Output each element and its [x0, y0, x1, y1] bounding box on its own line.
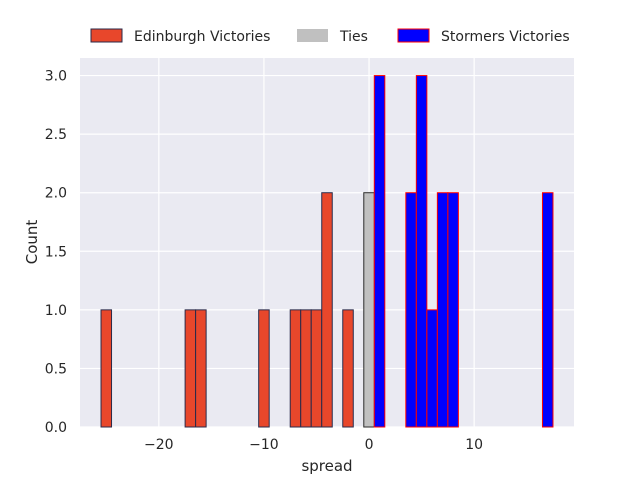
bar-edinburgh-victories — [300, 309, 312, 428]
bar-edinburgh-victories — [289, 309, 302, 428]
x-axis-ticks: −20 −10 0 10 — [144, 437, 483, 453]
bar-stormers-victories — [373, 75, 386, 428]
y-axis-label: Count — [23, 220, 41, 265]
bar-edinburgh-victories — [195, 309, 207, 428]
bar-edinburgh-victories — [321, 192, 333, 428]
legend-label: Stormers Victories — [441, 29, 570, 45]
bar-stormers-victories — [436, 192, 449, 428]
bar-ties — [363, 192, 375, 428]
x-axis-label: spread — [301, 457, 352, 475]
bar-edinburgh-victories — [184, 309, 197, 428]
legend-label: Edinburgh Victories — [134, 29, 270, 45]
y-tick-label: 1.0 — [45, 303, 67, 319]
y-tick-label: 0.0 — [45, 420, 67, 436]
y-tick-label: 3.0 — [45, 69, 67, 85]
legend: Edinburgh Victories Ties Stormers Victorie… — [90, 28, 570, 45]
bar-edinburgh-victories — [258, 309, 270, 428]
x-tick-label: 10 — [465, 437, 483, 453]
bar-edinburgh-victories — [342, 309, 354, 428]
bar-edinburgh-victories — [100, 309, 113, 428]
y-tick-label: 0.5 — [45, 361, 67, 377]
y-axis-ticks: 0.0 0.5 1.0 1.5 2.0 2.5 3.0 — [45, 69, 67, 436]
bar-stormers-victories — [415, 75, 428, 428]
x-tick-label: −20 — [144, 437, 174, 453]
bar-stormers-victories — [426, 309, 438, 428]
y-tick-label: 1.5 — [45, 244, 67, 260]
legend-swatch — [90, 28, 123, 43]
legend-label: Ties — [339, 29, 368, 45]
bars — [100, 75, 554, 428]
legend-swatch — [397, 28, 430, 43]
y-tick-label: 2.0 — [45, 186, 67, 202]
x-tick-label: 0 — [365, 437, 374, 453]
bar-edinburgh-victories — [310, 309, 323, 428]
legend-swatch — [297, 29, 328, 42]
bar-stormers-victories — [405, 192, 417, 428]
x-tick-label: −10 — [249, 437, 279, 453]
y-tick-label: 2.5 — [45, 127, 67, 143]
bar-stormers-victories — [447, 192, 459, 428]
bar-stormers-victories — [541, 192, 554, 428]
